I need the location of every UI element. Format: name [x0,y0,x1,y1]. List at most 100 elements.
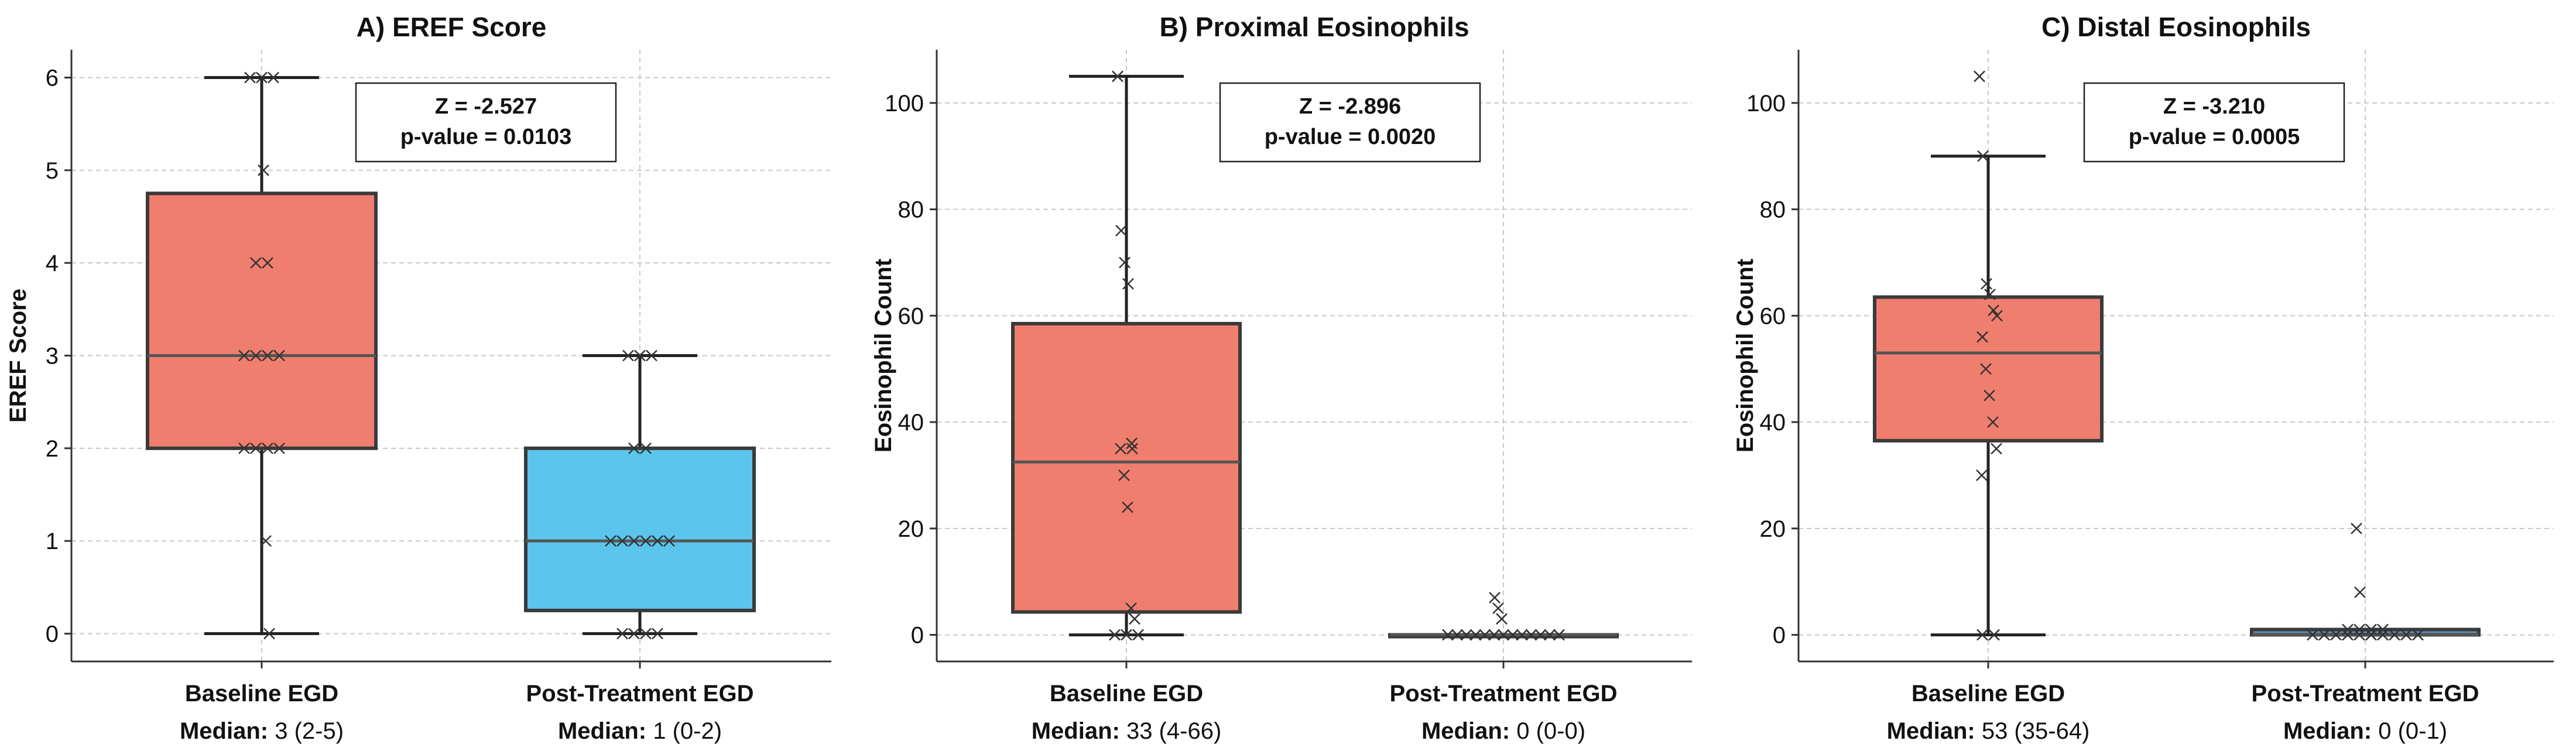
data-point [1112,70,1123,83]
data-point [1976,331,1988,343]
data-point [1525,629,1537,641]
data-point [1492,602,1504,615]
data-point [1988,304,1999,317]
data-point [2342,623,2354,636]
y-tick-label: 100 [885,91,924,116]
data-point [652,627,663,640]
data-point [268,71,279,84]
median-prefix: Median: [1421,718,1516,744]
stat-box [1219,82,1481,163]
y-axis-label: EREF Score [5,289,31,423]
x-category-label: Baseline EGD [185,681,338,707]
data-point [1488,629,1501,641]
median-summary-label: Median: 0 (0-1) [2283,718,2447,744]
median-value: 0 (0-0) [1516,718,1585,744]
data-point [262,442,273,454]
data-point [1469,629,1482,641]
data-point [1976,469,1988,481]
data-point [640,627,652,640]
box [524,446,756,612]
median-summary-label: Median: 33 (4-66) [1032,718,1222,744]
data-point [1991,443,2002,455]
z-statistic: Z = -2.527 [435,94,537,119]
median-value: 3 (2-5) [275,718,344,744]
y-tick-label: 4 [46,251,59,276]
data-point [1119,256,1131,269]
data-point [250,349,262,362]
median-prefix: Median: [2283,718,2378,744]
stat-box [355,82,617,163]
x-category-label: Baseline EGD [1050,681,1203,707]
data-point [1121,629,1132,641]
y-tick-label: 100 [1746,91,1786,116]
data-point [238,349,250,362]
y-tick-label: 3 [46,344,59,369]
median-prefix: Median: [1032,718,1126,744]
data-point [250,442,262,454]
y-tick-label: 80 [1760,197,1786,223]
data-point [640,442,652,454]
y-tick-label: 20 [1760,516,1786,542]
data-point [263,627,275,640]
data-point [1977,150,1989,162]
data-point [1126,443,1138,455]
data-point [1122,501,1133,513]
data-point [1544,629,1556,641]
p-value: p-value = 0.0005 [2129,125,2300,149]
box [1011,321,1242,614]
z-statistic: Z = -2.896 [1299,94,1401,119]
median-prefix: Median: [180,718,275,744]
y-tick-label: 1 [46,529,59,554]
z-statistic: Z = -3.210 [2163,94,2265,119]
data-point [1129,613,1140,625]
median-value: 33 (4-66) [1126,718,1221,744]
data-point [244,71,256,84]
data-point [2400,629,2412,641]
data-point [628,627,640,640]
series-2: Post-Treatment EGD Median: 0 (0-1) [2250,522,2481,744]
box [1873,295,2104,443]
stat-annotation: Z = -2.896 p-value = 0.0020 [1219,82,1481,163]
y-axis-label: Eosinophil Count [1732,259,1758,452]
series-2: Post-Treatment EGD Median: 1 (0-2) [524,349,756,744]
y-tick-label: 0 [1773,623,1786,649]
data-point [1981,277,1992,290]
x-category-label: Post-Treatment EGD [1390,681,1618,707]
data-point [616,627,628,640]
median-prefix: Median: [558,718,653,744]
data-point [260,535,272,547]
data-point [2342,629,2354,641]
data-point [1125,602,1137,615]
data-point [2365,623,2377,636]
data-point [2377,623,2389,636]
y-tick-label: 20 [898,516,924,542]
data-point [1132,629,1144,641]
p-value: p-value = 0.0020 [1265,125,1436,149]
data-point [273,349,285,362]
data-point [1516,629,1528,641]
data-point [2365,629,2377,641]
data-point [238,442,250,454]
data-point [2377,629,2389,641]
data-point [262,349,273,362]
median-value: 53 (35-64) [1982,718,2090,744]
data-point [2389,629,2400,641]
series-1: Baseline EGD Median: 33 (4-66) [1011,70,1242,744]
median-prefix: Median: [1887,718,1982,744]
y-tick-label: 0 [46,622,59,647]
y-tick-label: 6 [46,66,59,91]
data-point [1442,629,1454,641]
series-2: Post-Treatment EGD Median: 0 (0-0) [1388,592,1619,744]
data-point [1534,629,1547,641]
median-value: 0 (0-1) [2378,718,2447,744]
median-summary-label: Median: 1 (0-2) [558,718,722,744]
data-point [273,442,285,454]
data-point [1109,629,1121,641]
y-tick-label: 0 [911,623,924,649]
data-point [652,535,663,547]
y-tick-label: 60 [898,303,924,329]
data-point [1974,70,1985,83]
x-category-label: Baseline EGD [1912,681,2065,707]
data-point [1451,629,1463,641]
